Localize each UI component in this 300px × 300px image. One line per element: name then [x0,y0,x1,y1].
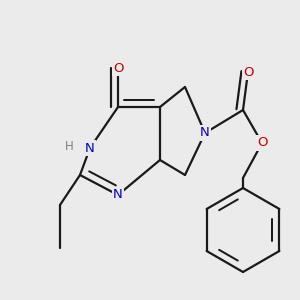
Text: O: O [257,136,267,149]
Text: O: O [113,61,123,74]
Text: N: N [85,142,95,154]
Text: N: N [200,127,210,140]
Text: O: O [243,65,253,79]
Text: H: H [65,140,74,153]
Text: N: N [113,188,123,202]
